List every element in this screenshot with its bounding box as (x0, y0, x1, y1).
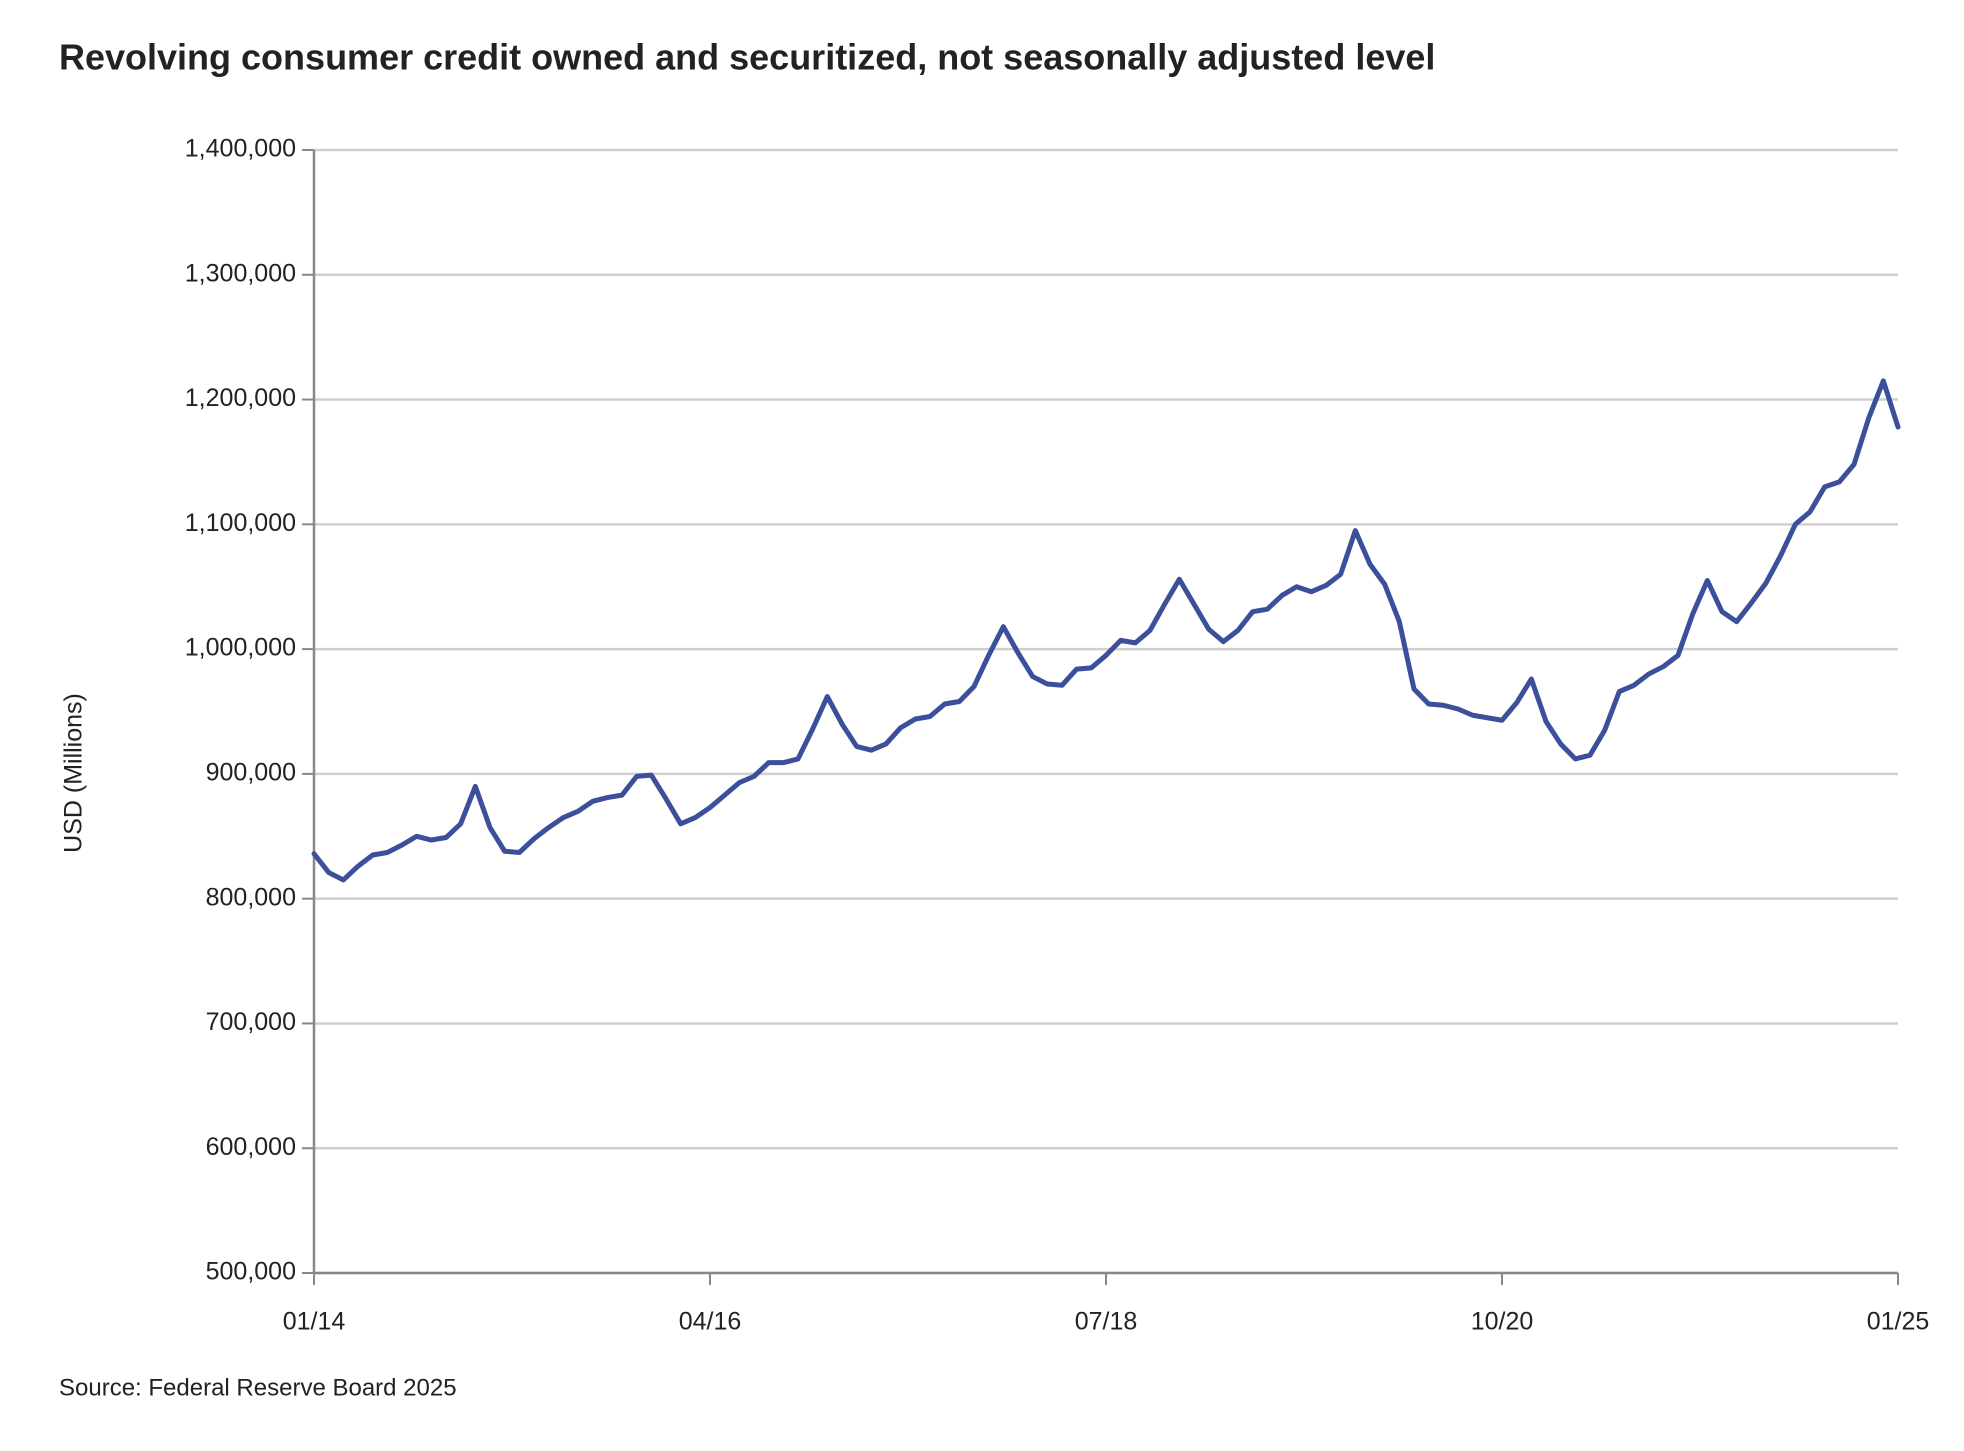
y-tick-label: 800,000 (206, 883, 296, 911)
y-tick-label: 1,300,000 (185, 259, 296, 287)
source-note: Source: Federal Reserve Board 2025 (59, 1374, 457, 1401)
y-tick-label: 900,000 (206, 758, 296, 786)
y-tick-label: 1,200,000 (185, 384, 296, 412)
x-tick-label: 01/25 (1867, 1308, 1930, 1336)
x-tick-label: 01/14 (283, 1308, 346, 1336)
y-tick-label: 1,400,000 (185, 135, 296, 163)
x-tick-label: 10/20 (1471, 1308, 1534, 1336)
y-tick-label: 1,100,000 (185, 509, 296, 537)
x-tick-label: 04/16 (679, 1308, 742, 1336)
data-line (311, 378, 1901, 883)
y-tick-label: 600,000 (206, 1133, 296, 1161)
x-tick-label: 07/18 (1075, 1308, 1138, 1336)
y-axis-label: USD (Millions) (60, 693, 88, 853)
y-tick-label: 700,000 (206, 1008, 296, 1036)
y-tick-label: 1,000,000 (185, 634, 296, 662)
chart-title: Revolving consumer credit owned and secu… (59, 37, 1435, 78)
y-tick-label: 500,000 (206, 1258, 296, 1286)
